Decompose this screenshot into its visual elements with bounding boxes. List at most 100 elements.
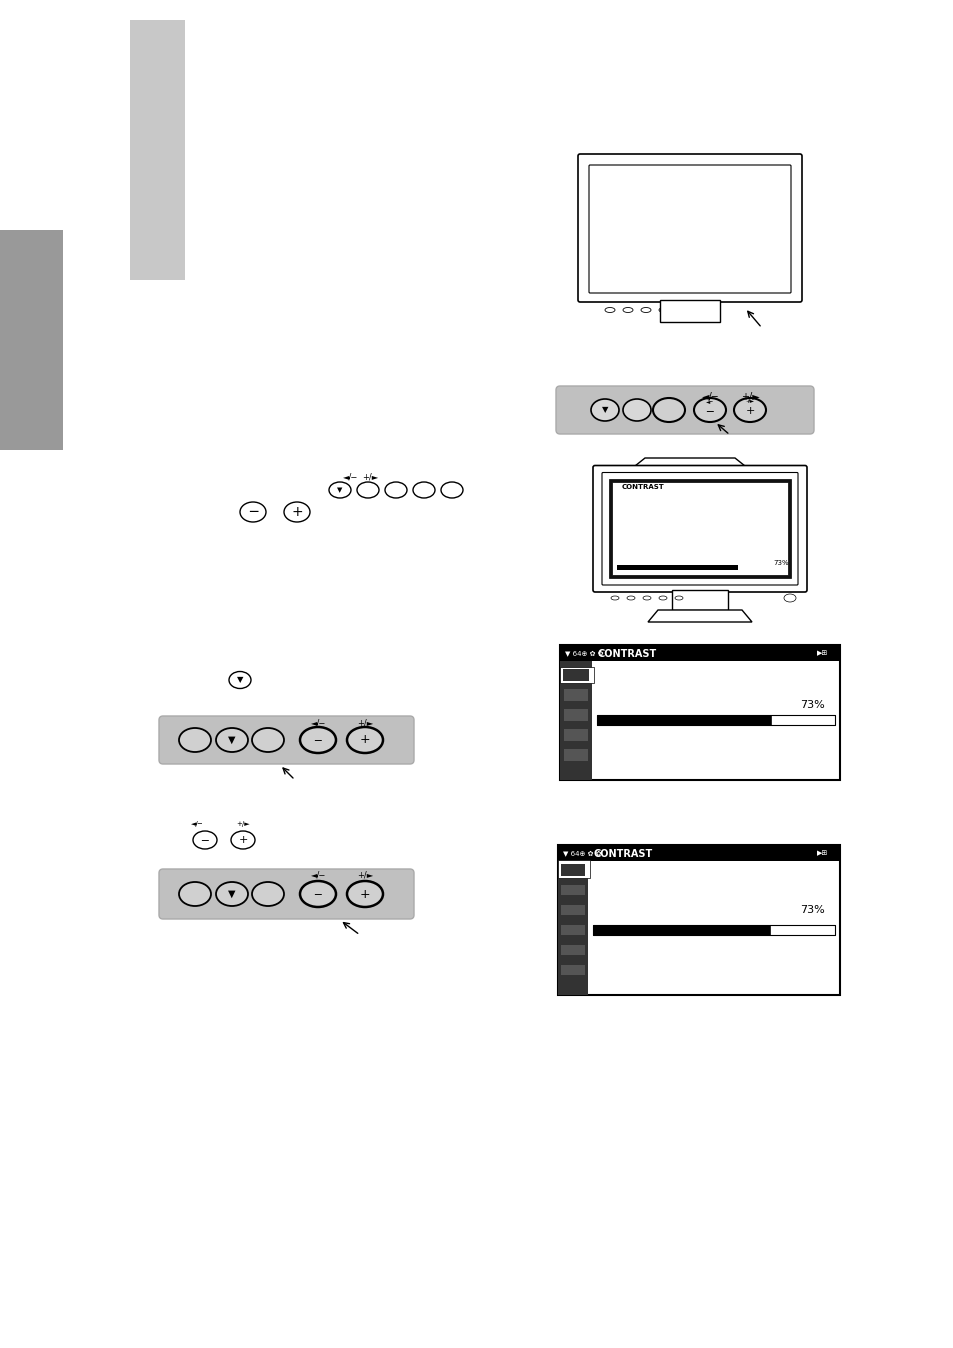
Ellipse shape — [677, 307, 686, 313]
Text: +: + — [744, 406, 754, 417]
Ellipse shape — [640, 307, 650, 313]
Bar — [563, 749, 587, 762]
Ellipse shape — [675, 596, 682, 600]
Bar — [560, 865, 584, 875]
Ellipse shape — [284, 501, 310, 522]
Text: +: + — [359, 887, 370, 900]
FancyBboxPatch shape — [593, 465, 806, 592]
Bar — [659, 301, 720, 322]
FancyBboxPatch shape — [578, 154, 801, 302]
Text: ▼: ▼ — [228, 888, 235, 899]
Ellipse shape — [229, 671, 251, 689]
Text: ▶⊞: ▶⊞ — [816, 851, 827, 856]
Text: ◄/─: ◄/─ — [701, 392, 718, 402]
Ellipse shape — [299, 727, 335, 754]
Ellipse shape — [783, 594, 795, 603]
Text: ─: ─ — [249, 506, 257, 519]
Bar — [0, 231, 63, 450]
FancyBboxPatch shape — [159, 716, 414, 764]
Bar — [563, 729, 587, 741]
Ellipse shape — [299, 882, 335, 907]
Bar — [770, 714, 834, 725]
FancyBboxPatch shape — [556, 386, 813, 434]
Ellipse shape — [642, 596, 650, 600]
Text: +/►: +/► — [356, 871, 373, 880]
Bar — [560, 945, 584, 954]
Ellipse shape — [231, 830, 254, 849]
Text: ─: ─ — [706, 406, 713, 417]
Bar — [671, 590, 727, 611]
Ellipse shape — [385, 483, 407, 497]
FancyBboxPatch shape — [159, 869, 414, 919]
Ellipse shape — [179, 882, 211, 906]
Ellipse shape — [413, 483, 435, 497]
Text: +: + — [238, 834, 248, 845]
Bar — [597, 714, 834, 725]
Bar — [560, 965, 584, 975]
Bar — [558, 861, 587, 995]
Ellipse shape — [590, 399, 618, 421]
Bar — [563, 689, 587, 701]
FancyBboxPatch shape — [601, 473, 797, 585]
Text: CONTRAST: CONTRAST — [598, 648, 657, 659]
Ellipse shape — [693, 398, 725, 422]
Ellipse shape — [440, 483, 462, 497]
Bar — [560, 864, 584, 876]
Text: +: + — [359, 733, 370, 747]
Ellipse shape — [215, 728, 248, 752]
Text: ▼ 64⊕ ✿ ✿: ▼ 64⊕ ✿ ✿ — [562, 851, 601, 856]
Ellipse shape — [626, 596, 635, 600]
Bar — [617, 565, 738, 570]
Bar — [560, 925, 584, 936]
Text: ◄/─: ◄/─ — [311, 718, 325, 728]
Ellipse shape — [347, 727, 382, 754]
FancyBboxPatch shape — [588, 164, 790, 293]
Text: ▼: ▼ — [228, 735, 235, 745]
Text: ◄/─: ◄/─ — [342, 473, 356, 483]
Text: +/►: +/► — [740, 392, 759, 402]
Ellipse shape — [604, 307, 615, 313]
Ellipse shape — [347, 882, 382, 907]
Text: +: + — [291, 506, 302, 519]
Ellipse shape — [622, 399, 650, 421]
FancyBboxPatch shape — [559, 644, 840, 780]
Text: 73%: 73% — [800, 700, 824, 710]
Text: +/►: +/► — [356, 718, 373, 728]
Polygon shape — [647, 611, 751, 621]
Ellipse shape — [610, 596, 618, 600]
Bar — [130, 20, 185, 280]
Text: +►: +► — [744, 399, 754, 404]
Text: ▶⊞: ▶⊞ — [816, 650, 827, 656]
Bar — [558, 845, 840, 861]
Text: ▼ 64⊕ ✿ ✿: ▼ 64⊕ ✿ ✿ — [564, 650, 603, 656]
Bar — [562, 669, 588, 681]
Text: ▼: ▼ — [236, 675, 243, 685]
Ellipse shape — [652, 398, 684, 422]
Text: ─: ─ — [314, 888, 321, 899]
Bar — [597, 714, 770, 725]
Ellipse shape — [252, 728, 284, 752]
Ellipse shape — [622, 307, 633, 313]
Ellipse shape — [240, 501, 266, 522]
Text: ▼: ▼ — [601, 406, 608, 414]
Bar — [559, 661, 592, 780]
Bar — [559, 644, 840, 661]
Ellipse shape — [252, 882, 284, 906]
Polygon shape — [635, 458, 744, 466]
Bar — [559, 667, 594, 683]
Bar — [593, 925, 769, 936]
Text: +/►: +/► — [361, 473, 377, 483]
Ellipse shape — [329, 483, 351, 497]
Text: ◄/─: ◄/─ — [311, 871, 325, 880]
Bar — [563, 709, 587, 721]
Ellipse shape — [659, 307, 668, 313]
Text: 73%: 73% — [772, 559, 788, 566]
Ellipse shape — [193, 830, 216, 849]
Bar — [608, 480, 790, 578]
FancyBboxPatch shape — [558, 845, 840, 995]
Ellipse shape — [659, 596, 666, 600]
Text: CONTRAST: CONTRAST — [621, 484, 664, 491]
Text: +/►: +/► — [236, 821, 250, 828]
Ellipse shape — [733, 398, 765, 422]
Ellipse shape — [215, 882, 248, 906]
